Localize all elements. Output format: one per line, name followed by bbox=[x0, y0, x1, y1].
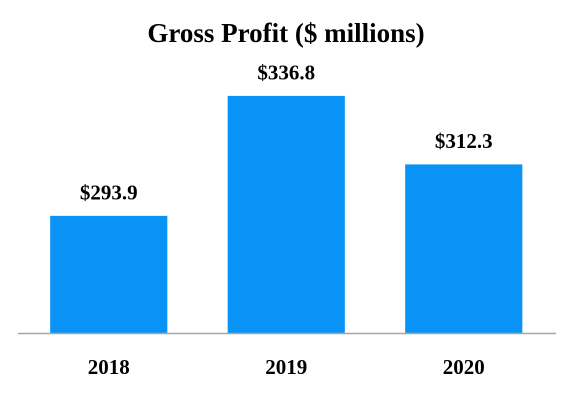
bar bbox=[50, 215, 168, 333]
value-label: $312.3 bbox=[435, 129, 493, 153]
bar bbox=[227, 95, 345, 333]
x-tick-label: 2018 bbox=[88, 355, 130, 379]
x-tick-label: 2019 bbox=[265, 355, 307, 379]
x-tick-label: 2020 bbox=[443, 355, 485, 379]
value-label: $336.8 bbox=[257, 61, 315, 85]
bar bbox=[405, 164, 523, 333]
value-label: $293.9 bbox=[80, 181, 138, 205]
chart-title: Gross Profit ($ millions) bbox=[147, 18, 424, 48]
